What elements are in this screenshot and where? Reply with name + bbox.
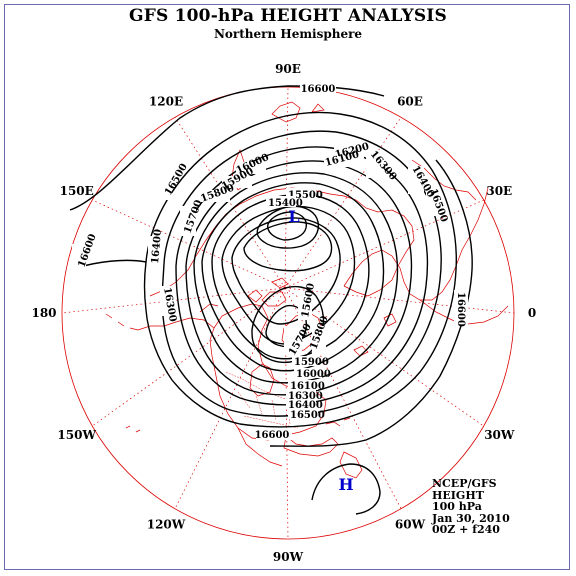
meridian-180	[61, 287, 286, 314]
meridian-grid	[61, 86, 515, 540]
longitude-label-120w: 120W	[147, 517, 186, 531]
longitude-label-30e: 30E	[486, 184, 512, 198]
info-level: 100 hPa	[432, 500, 482, 513]
map-title: GFS 100-hPa HEIGHT ANALYSIS	[129, 6, 447, 26]
info-valid: 00Z + f240	[432, 523, 500, 536]
longitude-labels: 0 30E 60E 90E 120E 150E 180 150W 120W 90W 60W 30W	[31, 62, 536, 564]
longitude-label-120e: 120E	[149, 95, 183, 109]
contour-high-south	[311, 463, 381, 515]
info-date: Jan 30, 2010	[432, 511, 510, 525]
contour-label-16600-top: 16600	[301, 84, 336, 95]
meridian-150e	[92, 199, 286, 289]
info-source: NCEP/GFS	[432, 477, 497, 490]
contour-label-16600-bottom: 16600	[255, 430, 290, 441]
contour-label-16400-bottom: 16400	[288, 400, 323, 411]
contour-label-16600-right: 16600	[455, 292, 466, 327]
coastline-aleutians	[105, 313, 139, 331]
coastline-south-america	[339, 451, 363, 479]
meridian-90e	[284, 86, 289, 289]
meridian-120w	[174, 287, 286, 509]
longitude-label-0: 0	[528, 306, 536, 320]
contour-16300	[175, 146, 429, 406]
coastline-alaska	[137, 303, 219, 331]
coastline-central-america	[283, 435, 339, 457]
forecast-info: NCEP/GFS HEIGHT 100 hPa Jan 30, 2010 00Z…	[432, 478, 510, 536]
coastline-usa-west	[237, 427, 283, 467]
contour-label-16500-bottom: 16500	[290, 410, 325, 421]
contour-16600-right	[269, 159, 473, 447]
contour-label-15400: 15400	[268, 198, 303, 209]
contour-16000	[201, 182, 385, 372]
longitude-label-60w: 60W	[395, 517, 426, 531]
coastline-caribbean	[325, 417, 351, 427]
info-field: HEIGHT	[432, 488, 484, 502]
map-subtitle: Northern Hemisphere	[213, 27, 363, 41]
contour-15500-south	[265, 304, 308, 348]
contour-label-16000-bottom: 16000	[296, 369, 331, 380]
coastline-greenland	[281, 311, 323, 353]
contour-labels: 16600 16600 16600 16600 16500 16500 1650…	[72, 82, 468, 441]
coastline-japan	[271, 101, 325, 123]
coastline-eurasia	[225, 187, 415, 297]
contour-15400	[267, 211, 308, 241]
meridian-60w	[284, 287, 402, 509]
contour-label-16100-bottom: 16100	[290, 381, 325, 392]
boundary-us-states	[237, 391, 299, 429]
meridian-60e	[284, 117, 402, 289]
contour-16200	[185, 160, 413, 396]
contour-label-16300-bottom: 16300	[288, 391, 323, 402]
meridian-30e	[284, 199, 484, 289]
longitude-label-150e: 150E	[60, 184, 94, 198]
contour-16100	[193, 172, 399, 384]
longitude-label-90e: 90E	[275, 62, 301, 76]
contour-label-15500: 15500	[288, 190, 323, 201]
contour-label-15900-bottom: 15900	[294, 357, 329, 368]
contour-16400	[161, 130, 442, 417]
contour-15700	[231, 217, 341, 325]
map-frame	[4, 4, 570, 570]
hemisphere-boundary	[61, 86, 515, 540]
longitude-label-90w: 90W	[273, 550, 304, 564]
low-pressure-center: L	[288, 207, 299, 226]
coastline-arctic-islands	[247, 277, 289, 307]
high-pressure-center: H	[338, 475, 353, 494]
longitude-label-180: 180	[31, 306, 56, 320]
longitude-label-150w: 150W	[57, 428, 96, 442]
contour-15600-north	[243, 221, 333, 272]
longitude-label-30w: 30W	[484, 428, 515, 442]
contour-16500	[143, 111, 457, 428]
coastline-hawaii	[125, 425, 141, 433]
contour-label-16400-left: 16400	[150, 229, 164, 265]
longitude-label-60e: 60E	[397, 95, 423, 109]
height-contours	[69, 85, 473, 515]
